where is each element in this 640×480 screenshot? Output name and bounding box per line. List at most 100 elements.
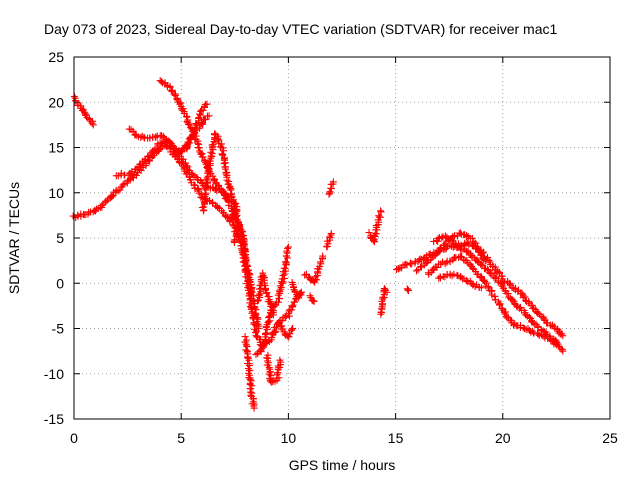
y-tick-label: 15 xyxy=(48,140,64,156)
marker-track-22 xyxy=(484,265,492,273)
marker-track-11 xyxy=(281,264,289,272)
marker-track-22 xyxy=(504,290,512,298)
marker-track-15 xyxy=(296,290,304,298)
marker-track-27 xyxy=(404,286,412,294)
marker-track-11 xyxy=(265,314,273,322)
marker-track-20 xyxy=(375,212,383,220)
y-tick-label: -10 xyxy=(44,366,64,382)
marker-track-01 xyxy=(272,327,280,335)
marker-track-06 xyxy=(187,133,195,141)
marker-track-05 xyxy=(153,144,161,152)
marker-track-23 xyxy=(435,247,443,255)
marker-track-25 xyxy=(445,235,453,243)
marker-track-24 xyxy=(530,329,538,337)
y-axis-label: SDTVAR / TECUs xyxy=(6,182,22,294)
marker-track-06 xyxy=(174,150,182,158)
marker-track-10 xyxy=(248,382,256,390)
marker-track-24 xyxy=(491,292,499,300)
marker-track-24 xyxy=(538,331,546,339)
marker-track-24 xyxy=(496,300,504,308)
marker-track-07 xyxy=(204,164,212,172)
marker-track-13 xyxy=(274,369,282,377)
marker-track-06 xyxy=(205,112,213,120)
marker-track-23 xyxy=(501,278,509,286)
marker-track-01 xyxy=(74,211,82,219)
y-tick-labels: -15 -10 -5 0 5 10 15 20 25 xyxy=(44,49,64,427)
marker-track-23 xyxy=(530,304,538,312)
marker-track-14 xyxy=(289,325,297,332)
marker-track-08 xyxy=(242,262,250,270)
marker-track-22 xyxy=(559,347,567,355)
marker-track-01 xyxy=(102,197,110,205)
marker-track-07 xyxy=(214,136,222,144)
y-tick-label: 20 xyxy=(48,94,64,110)
marker-track-02 xyxy=(89,121,97,129)
marker-track-25 xyxy=(463,239,471,247)
marker-track-01 xyxy=(290,298,298,306)
marker-track-23 xyxy=(492,266,500,274)
marker-track-05 xyxy=(199,106,207,114)
marker-track-01 xyxy=(289,301,297,309)
marker-track-03 xyxy=(157,78,165,86)
marker-track-11 xyxy=(258,344,266,352)
marker-track-01 xyxy=(197,193,205,201)
marker-track-19 xyxy=(309,297,317,305)
plot-frame xyxy=(73,56,611,420)
marker-track-24 xyxy=(460,256,468,264)
marker-track-20 xyxy=(376,213,384,221)
x-tick-label: 10 xyxy=(281,430,297,446)
marker-track-14 xyxy=(286,330,294,338)
marker-track-06 xyxy=(201,116,209,124)
marker-track-18 xyxy=(329,178,337,186)
x-tick-label: 5 xyxy=(177,430,185,446)
marker-track-24 xyxy=(552,341,560,349)
marker-track-23 xyxy=(521,293,529,301)
marker-track-08 xyxy=(248,288,256,296)
marker-track-01 xyxy=(190,181,198,189)
x-tick-label: 25 xyxy=(602,430,618,446)
marker-track-10 xyxy=(250,404,258,412)
marker-track-12 xyxy=(268,303,276,311)
marker-track-24 xyxy=(477,273,485,281)
marker-track-01 xyxy=(119,181,127,189)
marker-track-07 xyxy=(217,140,225,148)
marker-track-11 xyxy=(260,339,268,347)
marker-track-22 xyxy=(477,260,485,268)
marker-track-12 xyxy=(253,297,261,305)
marker-track-05 xyxy=(203,100,211,108)
marker-track-21 xyxy=(383,288,391,296)
y-tick-label: 10 xyxy=(48,185,64,201)
marker-track-11 xyxy=(279,278,287,286)
marker-track-23 xyxy=(522,297,530,305)
marker-track-11 xyxy=(276,287,284,295)
marker-track-20 xyxy=(377,207,385,215)
marker-track-11 xyxy=(282,259,290,267)
marker-track-09 xyxy=(235,225,243,233)
marker-track-15 xyxy=(297,288,305,296)
marker-track-26 xyxy=(450,270,458,278)
marker-track-23 xyxy=(463,232,471,240)
marker-track-04 xyxy=(184,165,192,173)
marker-track-05 xyxy=(158,140,166,148)
marker-track-22 xyxy=(408,260,416,268)
marker-track-23 xyxy=(436,244,444,252)
marker-track-05 xyxy=(151,145,159,153)
marker-track-14 xyxy=(282,331,290,339)
marker-track-11 xyxy=(277,283,285,291)
marker-track-18 xyxy=(326,188,334,196)
marker-track-23 xyxy=(559,332,567,340)
marker-track-01 xyxy=(252,329,260,337)
marker-track-22 xyxy=(509,296,517,304)
marker-track-07 xyxy=(222,170,230,178)
x-tick-label: 0 xyxy=(70,430,78,446)
x-tick-label: 15 xyxy=(388,430,404,446)
marker-track-05 xyxy=(146,152,154,160)
marker-track-25 xyxy=(434,235,442,243)
marker-track-23 xyxy=(430,252,438,260)
marker-track-03 xyxy=(196,149,204,157)
marker-track-11 xyxy=(274,291,282,299)
marker-track-07 xyxy=(220,147,228,155)
marker-track-16 xyxy=(301,271,309,279)
marker-track-24 xyxy=(519,324,527,332)
